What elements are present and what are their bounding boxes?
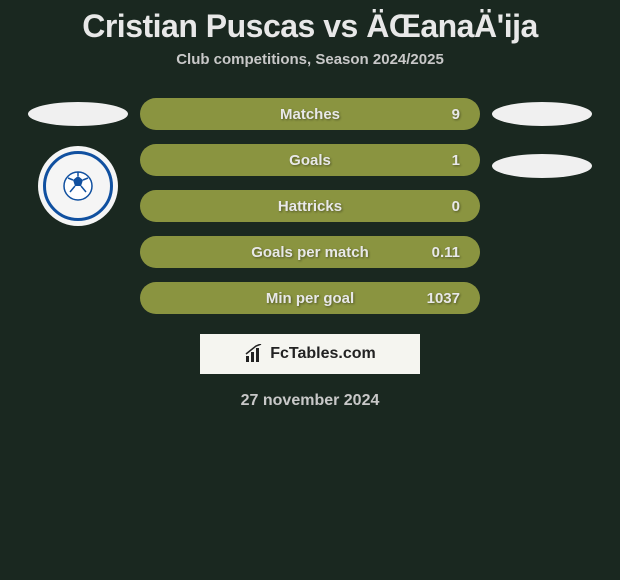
- stat-value: 0.11: [432, 244, 460, 261]
- stat-value: 9: [452, 106, 460, 123]
- stat-row-goals-per-match: Goals per match 0.11: [140, 236, 480, 268]
- football-icon: [60, 168, 96, 204]
- brand-text: FcTables.com: [270, 345, 376, 363]
- stats-column: Matches 9 Goals 1 Hattricks 0 Goals per …: [140, 98, 480, 314]
- badge-inner: [43, 151, 113, 221]
- player-placeholder-right-2: [492, 154, 592, 178]
- fctables-brand-box[interactable]: FcTables.com: [200, 334, 420, 374]
- stat-row-matches: Matches 9: [140, 98, 480, 130]
- right-player-column: [492, 98, 592, 178]
- stat-label: Goals: [160, 152, 460, 169]
- stat-label: Min per goal: [160, 290, 460, 307]
- stat-label: Hattricks: [160, 198, 460, 215]
- stat-row-goals: Goals 1: [140, 144, 480, 176]
- stat-label: Goals per match: [160, 244, 460, 261]
- main-container: Cristian Puscas vs ÄŒanaÄ'ija Club compe…: [0, 0, 620, 418]
- chart-icon: [244, 344, 264, 364]
- stat-row-hattricks: Hattricks 0: [140, 190, 480, 222]
- badge-center: [60, 168, 96, 204]
- stat-value: 1: [452, 152, 460, 169]
- page-subtitle: Club competitions, Season 2024/2025: [0, 51, 620, 68]
- stat-row-min-per-goal: Min per goal 1037: [140, 282, 480, 314]
- stat-value: 0: [452, 198, 460, 215]
- player-placeholder-right-1: [492, 102, 592, 126]
- player-placeholder-left: [28, 102, 128, 126]
- left-player-column: [28, 98, 128, 226]
- club-badge-left: [38, 146, 118, 226]
- stat-label: Matches: [160, 106, 460, 123]
- comparison-area: Matches 9 Goals 1 Hattricks 0 Goals per …: [0, 98, 620, 314]
- page-title: Cristian Puscas vs ÄŒanaÄ'ija: [0, 8, 620, 45]
- stat-value: 1037: [427, 290, 460, 307]
- date-text: 27 november 2024: [0, 392, 620, 410]
